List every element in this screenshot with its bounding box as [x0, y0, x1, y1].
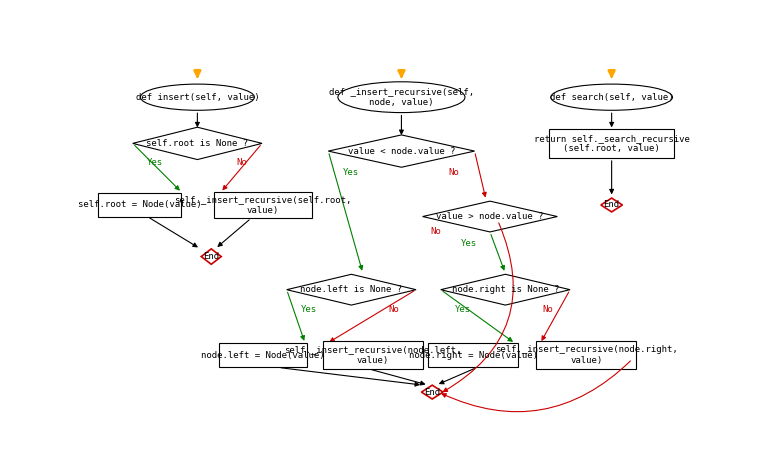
- Text: Yes: Yes: [147, 158, 163, 167]
- FancyBboxPatch shape: [214, 192, 312, 218]
- Ellipse shape: [551, 84, 672, 110]
- Polygon shape: [423, 201, 557, 232]
- Polygon shape: [601, 198, 623, 212]
- Text: No: No: [237, 158, 247, 167]
- Text: End: End: [424, 388, 440, 397]
- FancyBboxPatch shape: [218, 343, 307, 367]
- Text: Yes: Yes: [343, 168, 359, 177]
- Text: self.root is None ?: self.root is None ?: [146, 139, 249, 148]
- Text: No: No: [449, 168, 459, 177]
- Text: self._insert_recursive(node.left,
value): self._insert_recursive(node.left, value): [285, 345, 462, 365]
- FancyBboxPatch shape: [323, 341, 423, 369]
- Text: return self._search_recursive
(self.root, value): return self._search_recursive (self.root…: [533, 134, 690, 153]
- Text: value < node.value ?: value < node.value ?: [348, 147, 456, 155]
- Text: End: End: [203, 252, 219, 261]
- Text: No: No: [388, 305, 399, 314]
- FancyBboxPatch shape: [536, 341, 636, 369]
- Text: def search(self, value): def search(self, value): [550, 93, 674, 102]
- Text: Yes: Yes: [301, 305, 317, 314]
- Text: End: End: [604, 201, 620, 209]
- Text: def insert(self, value): def insert(self, value): [136, 93, 259, 102]
- Text: value > node.value ?: value > node.value ?: [436, 212, 544, 221]
- FancyBboxPatch shape: [549, 129, 674, 158]
- Text: No: No: [430, 228, 442, 236]
- Polygon shape: [421, 385, 443, 399]
- Polygon shape: [287, 274, 416, 305]
- Polygon shape: [133, 127, 262, 159]
- Text: node.right is None ?: node.right is None ?: [452, 285, 559, 294]
- Text: Yes: Yes: [455, 305, 471, 314]
- Text: node.right = Node(value): node.right = Node(value): [408, 351, 538, 360]
- Text: def _insert_recursive(self,
node, value): def _insert_recursive(self, node, value): [329, 87, 474, 107]
- Ellipse shape: [140, 84, 254, 110]
- Text: self._insert_recursive(self.root,
value): self._insert_recursive(self.root, value): [174, 195, 352, 215]
- Text: node.left is None ?: node.left is None ?: [301, 285, 402, 294]
- Polygon shape: [441, 274, 570, 305]
- Polygon shape: [328, 135, 475, 167]
- FancyBboxPatch shape: [427, 343, 519, 367]
- Ellipse shape: [338, 82, 465, 112]
- Text: self._insert_recursive(node.right,
value): self._insert_recursive(node.right, value…: [495, 345, 678, 365]
- Polygon shape: [201, 249, 221, 264]
- Text: Yes: Yes: [460, 239, 476, 248]
- Text: self.root = Node(value): self.root = Node(value): [78, 201, 201, 209]
- FancyBboxPatch shape: [98, 193, 182, 217]
- Text: No: No: [542, 305, 553, 314]
- Text: node.left = Node(value): node.left = Node(value): [201, 351, 324, 360]
